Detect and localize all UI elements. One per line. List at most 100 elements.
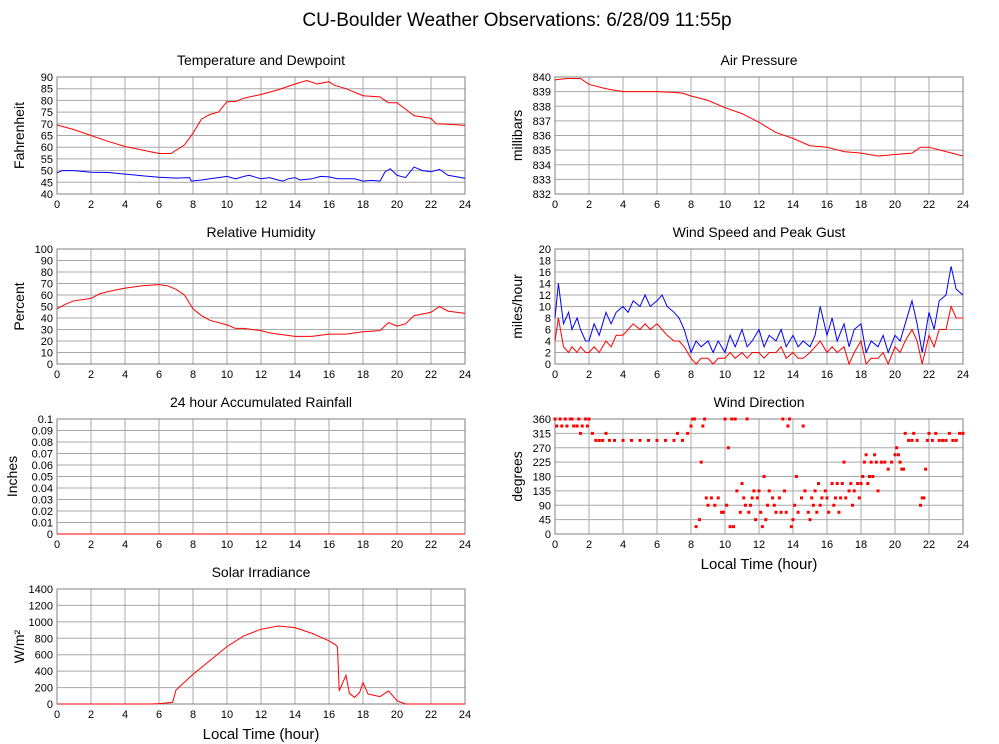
data-point [672,438,676,442]
y-tick-label: 838 [533,101,551,113]
y-tick-label: 16 [539,267,551,279]
data-point [922,496,926,500]
data-point [827,510,831,514]
data-point [749,503,752,507]
y-tick-label: 0 [47,529,53,541]
y-tick-label: 60 [41,290,53,302]
data-point [796,510,800,514]
x-tick-label: 18 [855,539,867,551]
data-point [961,431,965,435]
data-point [699,460,703,464]
y-tick-label: 45 [41,177,53,189]
x-tick-label: 12 [753,369,765,381]
y-tick-label: 0.09 [32,426,53,438]
data-point [691,417,695,421]
wind-speed-peak-gust-line [554,266,964,355]
data-point [694,525,698,529]
y-tick-label: 4 [545,336,551,348]
data-point [815,510,819,514]
data-point [779,510,783,514]
data-point [689,424,693,428]
data-point [613,438,616,442]
x-tick-label: 2 [88,709,94,721]
x-tick-label: 8 [190,709,196,721]
data-point [681,438,684,442]
y-tick-label: 30 [41,325,53,337]
x-tick-label: 4 [122,369,128,381]
x-tick-label: 4 [122,709,128,721]
data-point [568,417,572,421]
data-point [823,489,827,493]
data-point [810,496,814,500]
x-tick-label: 22 [923,199,935,211]
data-point [811,503,815,507]
x-tick-label: 20 [391,709,403,721]
data-point [900,467,904,471]
data-point [759,510,763,514]
x-tick-label: 24 [957,539,969,551]
x-tick-label: 10 [221,199,233,211]
data-point [903,431,907,435]
data-point [886,467,890,471]
y-tick-label: 70 [41,279,53,291]
wind-direction-x-axis-label: Local Time (hour) [701,556,818,573]
x-tick-label: 18 [357,369,369,381]
wind-direction-title: Wind Direction [713,394,804,410]
data-point [553,417,557,421]
y-tick-label: 0 [545,359,551,371]
x-tick-label: 24 [957,199,969,211]
y-tick-label: 0 [47,699,53,711]
data-point [902,467,905,471]
data-point [720,510,724,514]
data-point [907,438,911,442]
x-tick-label: 10 [719,539,731,551]
data-point [764,518,768,522]
data-point [621,438,625,442]
data-point [752,489,756,493]
y-tick-label: 90 [41,72,53,84]
data-point [925,438,929,442]
data-point [601,438,605,442]
data-point [859,482,863,486]
x-tick-label: 10 [221,539,233,551]
data-point [762,475,766,478]
data-point [847,489,851,493]
y-tick-label: 14 [539,279,551,291]
data-point [813,489,817,493]
y-tick-label: 836 [533,131,551,143]
x-tick-label: 12 [255,199,267,211]
x-tick-label: 6 [654,539,660,551]
data-point [735,489,739,493]
data-point [664,438,667,442]
y-tick-label: 65 [41,131,53,143]
data-point [818,503,822,507]
x-tick-label: 2 [88,539,94,551]
wind-speed-y-axis-label: miles/hour [509,274,525,339]
y-tick-label: 2 [545,348,551,360]
y-tick-label: 60 [41,142,53,154]
y-tick-label: 0.03 [32,495,53,507]
x-tick-label: 16 [323,539,335,551]
x-tick-label: 24 [459,709,471,721]
x-tick-label: 14 [787,199,799,211]
data-point [706,503,710,507]
y-tick-label: 90 [41,256,53,268]
y-tick-label: 360 [533,414,551,426]
pressure-plot-frame [554,76,964,195]
data-point [784,510,788,514]
pressure-title: Air Pressure [720,52,797,68]
x-tick-label: 4 [620,369,626,381]
temperature-temperature-line [56,79,466,154]
y-tick-label: 1000 [29,617,53,629]
data-point [837,510,841,514]
data-point [647,438,650,442]
data-point [876,489,880,493]
pressure-pressure-line [554,78,964,157]
figure-title: CU-Boulder Weather Observations: 6/28/09… [302,10,731,31]
y-tick-label: 6 [545,325,551,337]
data-point [713,503,717,507]
y-tick-label: 0.02 [32,506,53,518]
y-tick-label: 45 [539,515,551,527]
